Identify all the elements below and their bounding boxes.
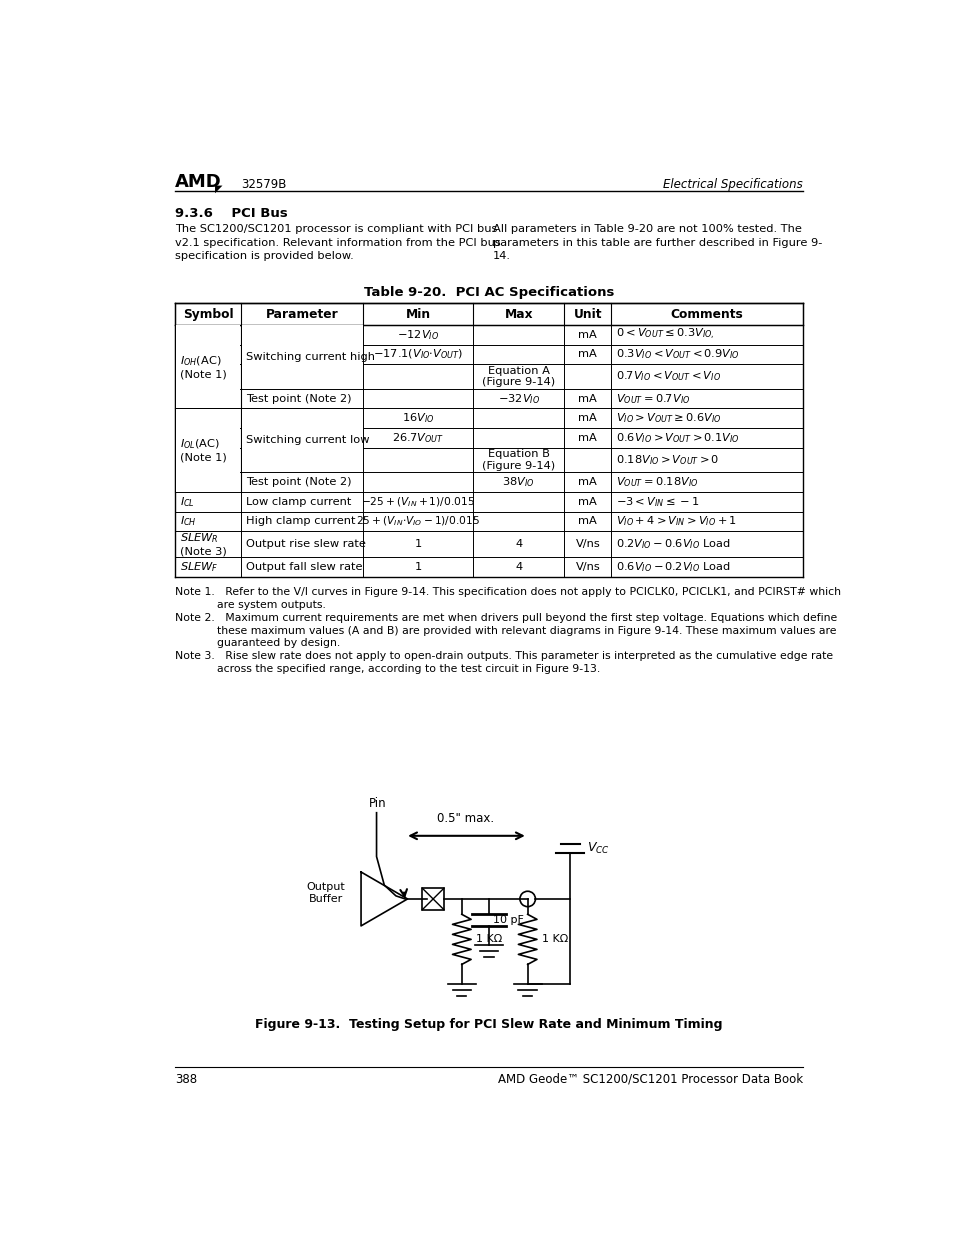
Text: these maximum values (A and B) are provided with relevant diagrams in Figure 9-1: these maximum values (A and B) are provi…: [174, 625, 836, 636]
Bar: [175, 409, 240, 492]
Text: V/ns: V/ns: [575, 562, 599, 572]
Text: $25+(V_{IN}{\cdot}V_{IO}-1)/0.015$: $25+(V_{IN}{\cdot}V_{IO}-1)/0.015$: [356, 515, 479, 529]
Text: The SC1200/SC1201 processor is compliant with PCI bus: The SC1200/SC1201 processor is compliant…: [174, 225, 497, 235]
Text: V/ns: V/ns: [575, 540, 599, 550]
Text: $0.2V_{IO} - 0.6V_{IO}$ Load: $0.2V_{IO} - 0.6V_{IO}$ Load: [616, 537, 730, 551]
Text: $0.3V_{IO} < V_{OUT} < 0.9V_{IO}$: $0.3V_{IO} < V_{OUT} < 0.9V_{IO}$: [616, 347, 740, 362]
Text: are system outputs.: are system outputs.: [174, 600, 326, 610]
Text: Comments: Comments: [670, 308, 742, 321]
Text: mA: mA: [578, 433, 597, 443]
Text: $0.18V_{IO}>V_{OUT}>0$: $0.18V_{IO}>V_{OUT}>0$: [616, 453, 719, 467]
Text: Equation A
(Figure 9-14): Equation A (Figure 9-14): [481, 366, 555, 388]
Text: 9.3.6    PCI Bus: 9.3.6 PCI Bus: [174, 207, 288, 221]
Text: Pin: Pin: [369, 798, 386, 810]
Text: guaranteed by design.: guaranteed by design.: [174, 638, 340, 648]
Text: Test point (Note 2): Test point (Note 2): [245, 477, 351, 487]
Text: High clamp current: High clamp current: [245, 516, 355, 526]
Text: 10 pF: 10 pF: [493, 915, 523, 925]
Text: All parameters in Table 9-20 are not 100% tested. The: All parameters in Table 9-20 are not 100…: [493, 225, 801, 235]
Text: mA: mA: [578, 414, 597, 424]
Bar: [241, 409, 362, 472]
Text: $0 < V_{OUT} \leq 0.3V_{IO,}$: $0 < V_{OUT} \leq 0.3V_{IO,}$: [616, 327, 714, 342]
Text: $0.6V_{IO} > V_{OUT} > 0.1V_{IO}$: $0.6V_{IO} > V_{OUT} > 0.1V_{IO}$: [616, 431, 740, 445]
Text: mA: mA: [578, 496, 597, 506]
Text: $-17.1(V_{IO}{\cdot}V_{OUT})$: $-17.1(V_{IO}{\cdot}V_{OUT})$: [373, 347, 463, 361]
Text: Output fall slew rate: Output fall slew rate: [245, 562, 362, 572]
Text: $SLEW_R$
(Note 3): $SLEW_R$ (Note 3): [179, 531, 226, 557]
Text: ◤: ◤: [215, 184, 223, 194]
Text: Unit: Unit: [573, 308, 601, 321]
Text: $V_{IO} > V_{OUT} \geq 0.6V_{IO}$: $V_{IO} > V_{OUT} \geq 0.6V_{IO}$: [616, 411, 721, 425]
Text: $V_{OUT} = 0.7V_{IO}$: $V_{OUT} = 0.7V_{IO}$: [616, 391, 690, 405]
Text: Figure 9-13.  Testing Setup for PCI Slew Rate and Minimum Timing: Figure 9-13. Testing Setup for PCI Slew …: [254, 1019, 722, 1031]
Bar: [241, 325, 362, 389]
Text: 4: 4: [515, 540, 521, 550]
Text: Table 9-20.  PCI AC Specifications: Table 9-20. PCI AC Specifications: [363, 287, 614, 299]
Text: mA: mA: [578, 394, 597, 404]
Text: mA: mA: [578, 350, 597, 359]
Text: mA: mA: [578, 330, 597, 340]
Text: 1 KΩ: 1 KΩ: [476, 934, 501, 944]
Text: Parameter: Parameter: [266, 308, 338, 321]
Text: $V_{OUT} = 0.18V_{IO}$: $V_{OUT} = 0.18V_{IO}$: [616, 475, 698, 489]
Text: $I_{CL}$: $I_{CL}$: [179, 495, 194, 509]
Text: mA: mA: [578, 516, 597, 526]
Text: Symbol: Symbol: [183, 308, 233, 321]
Text: $-3 < V_{IN} \leq -1$: $-3 < V_{IN} \leq -1$: [616, 495, 699, 509]
Text: 1: 1: [415, 540, 421, 550]
Text: $0.6V_{IO} - 0.2V_{IO}$ Load: $0.6V_{IO} - 0.2V_{IO}$ Load: [616, 559, 730, 574]
Text: across the specified range, according to the test circuit in Figure 9-13.: across the specified range, according to…: [174, 664, 599, 674]
Text: $I_{OL}$(AC)
(Note 1): $I_{OL}$(AC) (Note 1): [179, 437, 226, 463]
Text: 4: 4: [515, 562, 521, 572]
Text: Note 2.   Maximum current requirements are met when drivers pull beyond the firs: Note 2. Maximum current requirements are…: [174, 613, 837, 622]
Text: 388: 388: [174, 1073, 197, 1086]
Text: $16V_{IO}$: $16V_{IO}$: [401, 411, 435, 425]
Text: Test point (Note 2): Test point (Note 2): [245, 394, 351, 404]
Text: Output rise slew rate: Output rise slew rate: [245, 540, 365, 550]
Text: $0.7V_{IO} < V_{OUT} < V_{IO}$: $0.7V_{IO} < V_{OUT} < V_{IO}$: [616, 369, 720, 383]
Text: Switching current high: Switching current high: [245, 352, 375, 362]
Text: $V_{CC}$: $V_{CC}$: [587, 841, 610, 856]
Text: $-32V_{IO}$: $-32V_{IO}$: [497, 391, 539, 405]
Text: $SLEW_F$: $SLEW_F$: [179, 559, 218, 574]
Text: Min: Min: [405, 308, 431, 321]
Text: 14.: 14.: [493, 252, 510, 262]
Text: 1: 1: [415, 562, 421, 572]
Text: Electrical Specifications: Electrical Specifications: [662, 178, 802, 190]
Text: 0.5" max.: 0.5" max.: [436, 813, 494, 825]
Text: Low clamp current: Low clamp current: [245, 496, 351, 506]
Text: Note 1.   Refer to the V/I curves in Figure 9-14. This specification does not ap: Note 1. Refer to the V/I curves in Figur…: [174, 587, 841, 597]
Text: Switching current low: Switching current low: [245, 436, 369, 446]
Text: $V_{IO}+4 > V_{IN} > V_{IO}+1$: $V_{IO}+4 > V_{IN} > V_{IO}+1$: [616, 515, 737, 529]
Bar: [175, 325, 240, 408]
Bar: [422, 888, 443, 910]
Text: Note 3.   Rise slew rate does not apply to open-drain outputs. This parameter is: Note 3. Rise slew rate does not apply to…: [174, 651, 832, 662]
Text: $I_{OH}$(AC)
(Note 1): $I_{OH}$(AC) (Note 1): [179, 354, 226, 379]
Text: $-12V_{IO}$: $-12V_{IO}$: [396, 327, 439, 342]
Text: Output
Buffer: Output Buffer: [307, 882, 345, 904]
Text: Equation B
(Figure 9-14): Equation B (Figure 9-14): [481, 450, 555, 471]
Text: 32579B: 32579B: [241, 178, 286, 190]
Text: $I_{CH}$: $I_{CH}$: [179, 515, 196, 529]
Text: $26.7V_{OUT}$: $26.7V_{OUT}$: [392, 431, 444, 445]
Text: AMD Geode™ SC1200/SC1201 Processor Data Book: AMD Geode™ SC1200/SC1201 Processor Data …: [497, 1073, 802, 1086]
Text: $38V_{IO}$: $38V_{IO}$: [502, 475, 535, 489]
Text: specification is provided below.: specification is provided below.: [174, 252, 354, 262]
Text: $-25+(V_{IN}+1)/0.015$: $-25+(V_{IN}+1)/0.015$: [361, 495, 475, 509]
Text: Max: Max: [504, 308, 533, 321]
Text: v2.1 specification. Relevant information from the PCI bus: v2.1 specification. Relevant information…: [174, 238, 500, 248]
Text: parameters in this table are further described in Figure 9-: parameters in this table are further des…: [493, 238, 821, 248]
Text: mA: mA: [578, 477, 597, 487]
Text: AMD: AMD: [174, 173, 221, 190]
Text: 1 KΩ: 1 KΩ: [541, 934, 567, 944]
